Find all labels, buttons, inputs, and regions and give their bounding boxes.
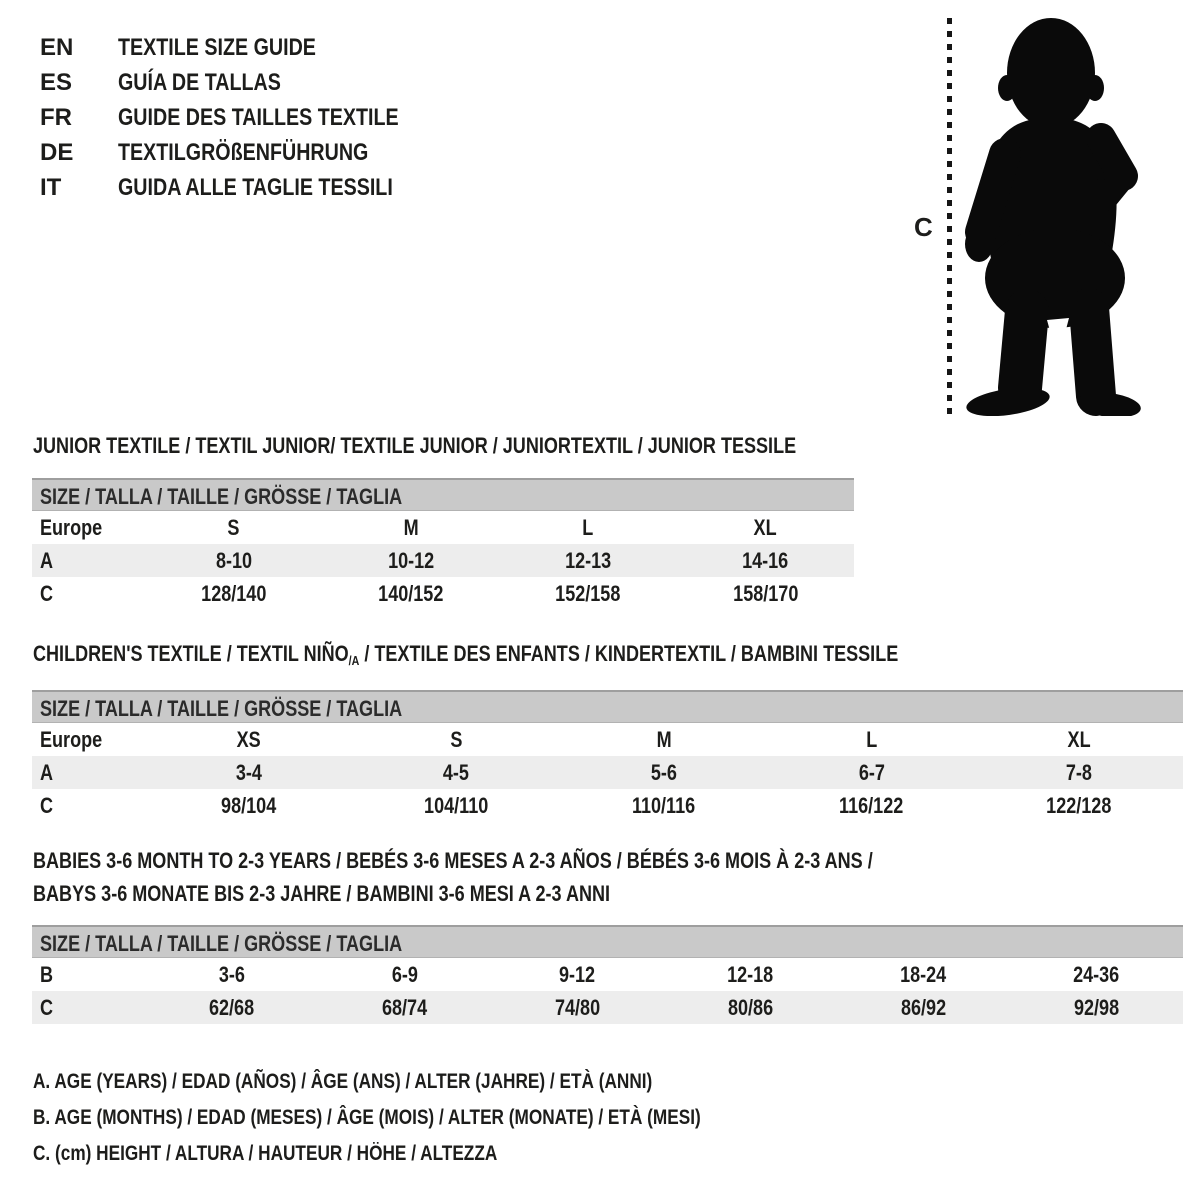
size-value: S: [227, 515, 240, 540]
months-value: 18-24: [900, 962, 947, 987]
lang-row-it: IT GUIDA ALLE TAGLIE TESSILI: [40, 170, 460, 205]
children-size-header: SIZE / TALLA / TAILLE / GRÖSSE / TAGLIA: [32, 690, 1183, 723]
babies-size-table: SIZE / TALLA / TAILLE / GRÖSSE / TAGLIA …: [32, 925, 1183, 1024]
size-value: L: [582, 515, 594, 540]
row-label: Europe: [40, 727, 103, 752]
height-value: 62/68: [208, 995, 255, 1020]
babies-size-header: SIZE / TALLA / TAILLE / GRÖSSE / TAGLIA: [32, 925, 1183, 958]
size-value: S: [450, 727, 463, 752]
months-value: 6-9: [391, 962, 418, 987]
lang-code: DE: [40, 139, 74, 166]
height-value: 74/80: [554, 995, 601, 1020]
height-value: 128/140: [201, 581, 267, 606]
age-value: 14-16: [742, 548, 789, 573]
language-title-list: EN TEXTILE SIZE GUIDE ES GUÍA DE TALLAS …: [40, 30, 460, 205]
months-value: 3-6: [218, 962, 245, 987]
months-value: 9-12: [559, 962, 596, 987]
row-label: A: [40, 548, 54, 573]
lang-code: IT: [40, 174, 62, 201]
height-dashed-line: [947, 18, 952, 415]
height-measure-label: C: [914, 212, 933, 242]
toddler-silhouette-icon: [965, 18, 1141, 416]
size-value: XL: [753, 515, 777, 540]
table-row-europe: Europe S M L XL: [32, 511, 854, 544]
legend-line-a: A. AGE (YEARS) / EDAD (AÑOS) / ÂGE (ANS)…: [33, 1070, 653, 1093]
height-value: 158/170: [732, 581, 798, 606]
height-value: 140/152: [378, 581, 444, 606]
row-label: C: [40, 793, 54, 818]
children-section-title: CHILDREN'S TEXTILE / TEXTIL NIÑO/A / TEX…: [33, 641, 899, 668]
age-value: 7-8: [1066, 760, 1093, 785]
table-row-height: C 98/104 104/110 110/116 116/122 122/128: [32, 789, 1183, 822]
junior-size-header: SIZE / TALLA / TAILLE / GRÖSSE / TAGLIA: [32, 478, 854, 511]
age-value: 8-10: [215, 548, 252, 573]
age-value: 10-12: [387, 548, 434, 573]
babies-section-title: BABIES 3-6 MONTH TO 2-3 YEARS / BEBÉS 3-…: [33, 848, 873, 906]
age-value: 12-13: [565, 548, 612, 573]
row-label: B: [40, 962, 54, 987]
height-value: 68/74: [381, 995, 428, 1020]
height-value: 86/92: [900, 995, 947, 1020]
lang-row-en: EN TEXTILE SIZE GUIDE: [40, 30, 460, 65]
table-row-height: C 128/140 140/152 152/158 158/170: [32, 577, 854, 610]
row-label: A: [40, 760, 54, 785]
row-label: C: [40, 581, 54, 606]
table-row-europe: Europe XS S M L XL: [32, 723, 1183, 756]
height-value: 80/86: [727, 995, 774, 1020]
size-value: M: [656, 727, 672, 752]
height-value: 116/122: [839, 793, 904, 818]
table-row-age: A 3-4 4-5 5-6 6-7 7-8: [32, 756, 1183, 789]
height-value: 104/110: [424, 793, 489, 818]
height-value: 122/128: [1046, 793, 1112, 818]
table-row-age: A 8-10 10-12 12-13 14-16: [32, 544, 854, 577]
height-value: 152/158: [555, 581, 621, 606]
size-value: XL: [1067, 727, 1091, 752]
size-value: M: [403, 515, 419, 540]
lang-row-es: ES GUÍA DE TALLAS: [40, 65, 460, 100]
junior-section-title: JUNIOR TEXTILE / TEXTIL JUNIOR/ TEXTILE …: [33, 433, 797, 458]
size-value: L: [866, 727, 878, 752]
lang-code: EN: [40, 34, 74, 61]
height-value: 98/104: [221, 793, 277, 818]
lang-title: GUÍA DE TALLAS: [118, 69, 281, 96]
lang-row-fr: FR GUIDE DES TAILLES TEXTILE: [40, 100, 460, 135]
table-row-height: C 62/68 68/74 74/80 80/86 86/92 92/98: [32, 991, 1183, 1024]
legend-line-b: B. AGE (MONTHS) / EDAD (MESES) / ÂGE (MO…: [33, 1106, 701, 1129]
height-value: 110/116: [632, 793, 696, 818]
legend-line-c: C. (cm) HEIGHT / ALTURA / HAUTEUR / HÖHE…: [33, 1142, 498, 1165]
legend: A. AGE (YEARS) / EDAD (AÑOS) / ÂGE (ANS)…: [33, 1064, 847, 1172]
lang-row-de: DE TEXTILGRÖßENFÜHRUNG: [40, 135, 460, 170]
lang-title: GUIDA ALLE TAGLIE TESSILI: [118, 174, 393, 201]
lang-code: ES: [40, 69, 73, 96]
lang-title: TEXTILE SIZE GUIDE: [118, 34, 316, 61]
months-value: 24-36: [1073, 962, 1120, 987]
children-size-table: SIZE / TALLA / TAILLE / GRÖSSE / TAGLIA …: [32, 690, 1183, 822]
lang-code: FR: [40, 104, 72, 131]
row-label: Europe: [40, 515, 103, 540]
lang-title: TEXTILGRÖßENFÜHRUNG: [118, 139, 369, 166]
size-value: XS: [236, 727, 261, 752]
junior-size-table: SIZE / TALLA / TAILLE / GRÖSSE / TAGLIA …: [32, 478, 854, 610]
age-value: 3-4: [235, 760, 262, 785]
age-value: 4-5: [443, 760, 470, 785]
table-row-months: B 3-6 6-9 9-12 12-18 18-24 24-36: [32, 958, 1183, 991]
months-value: 12-18: [727, 962, 774, 987]
age-value: 6-7: [858, 760, 885, 785]
age-value: 5-6: [650, 760, 678, 785]
row-label: C: [40, 995, 54, 1020]
height-value: 92/98: [1073, 995, 1120, 1020]
lang-title: GUIDE DES TAILLES TEXTILE: [118, 104, 399, 131]
